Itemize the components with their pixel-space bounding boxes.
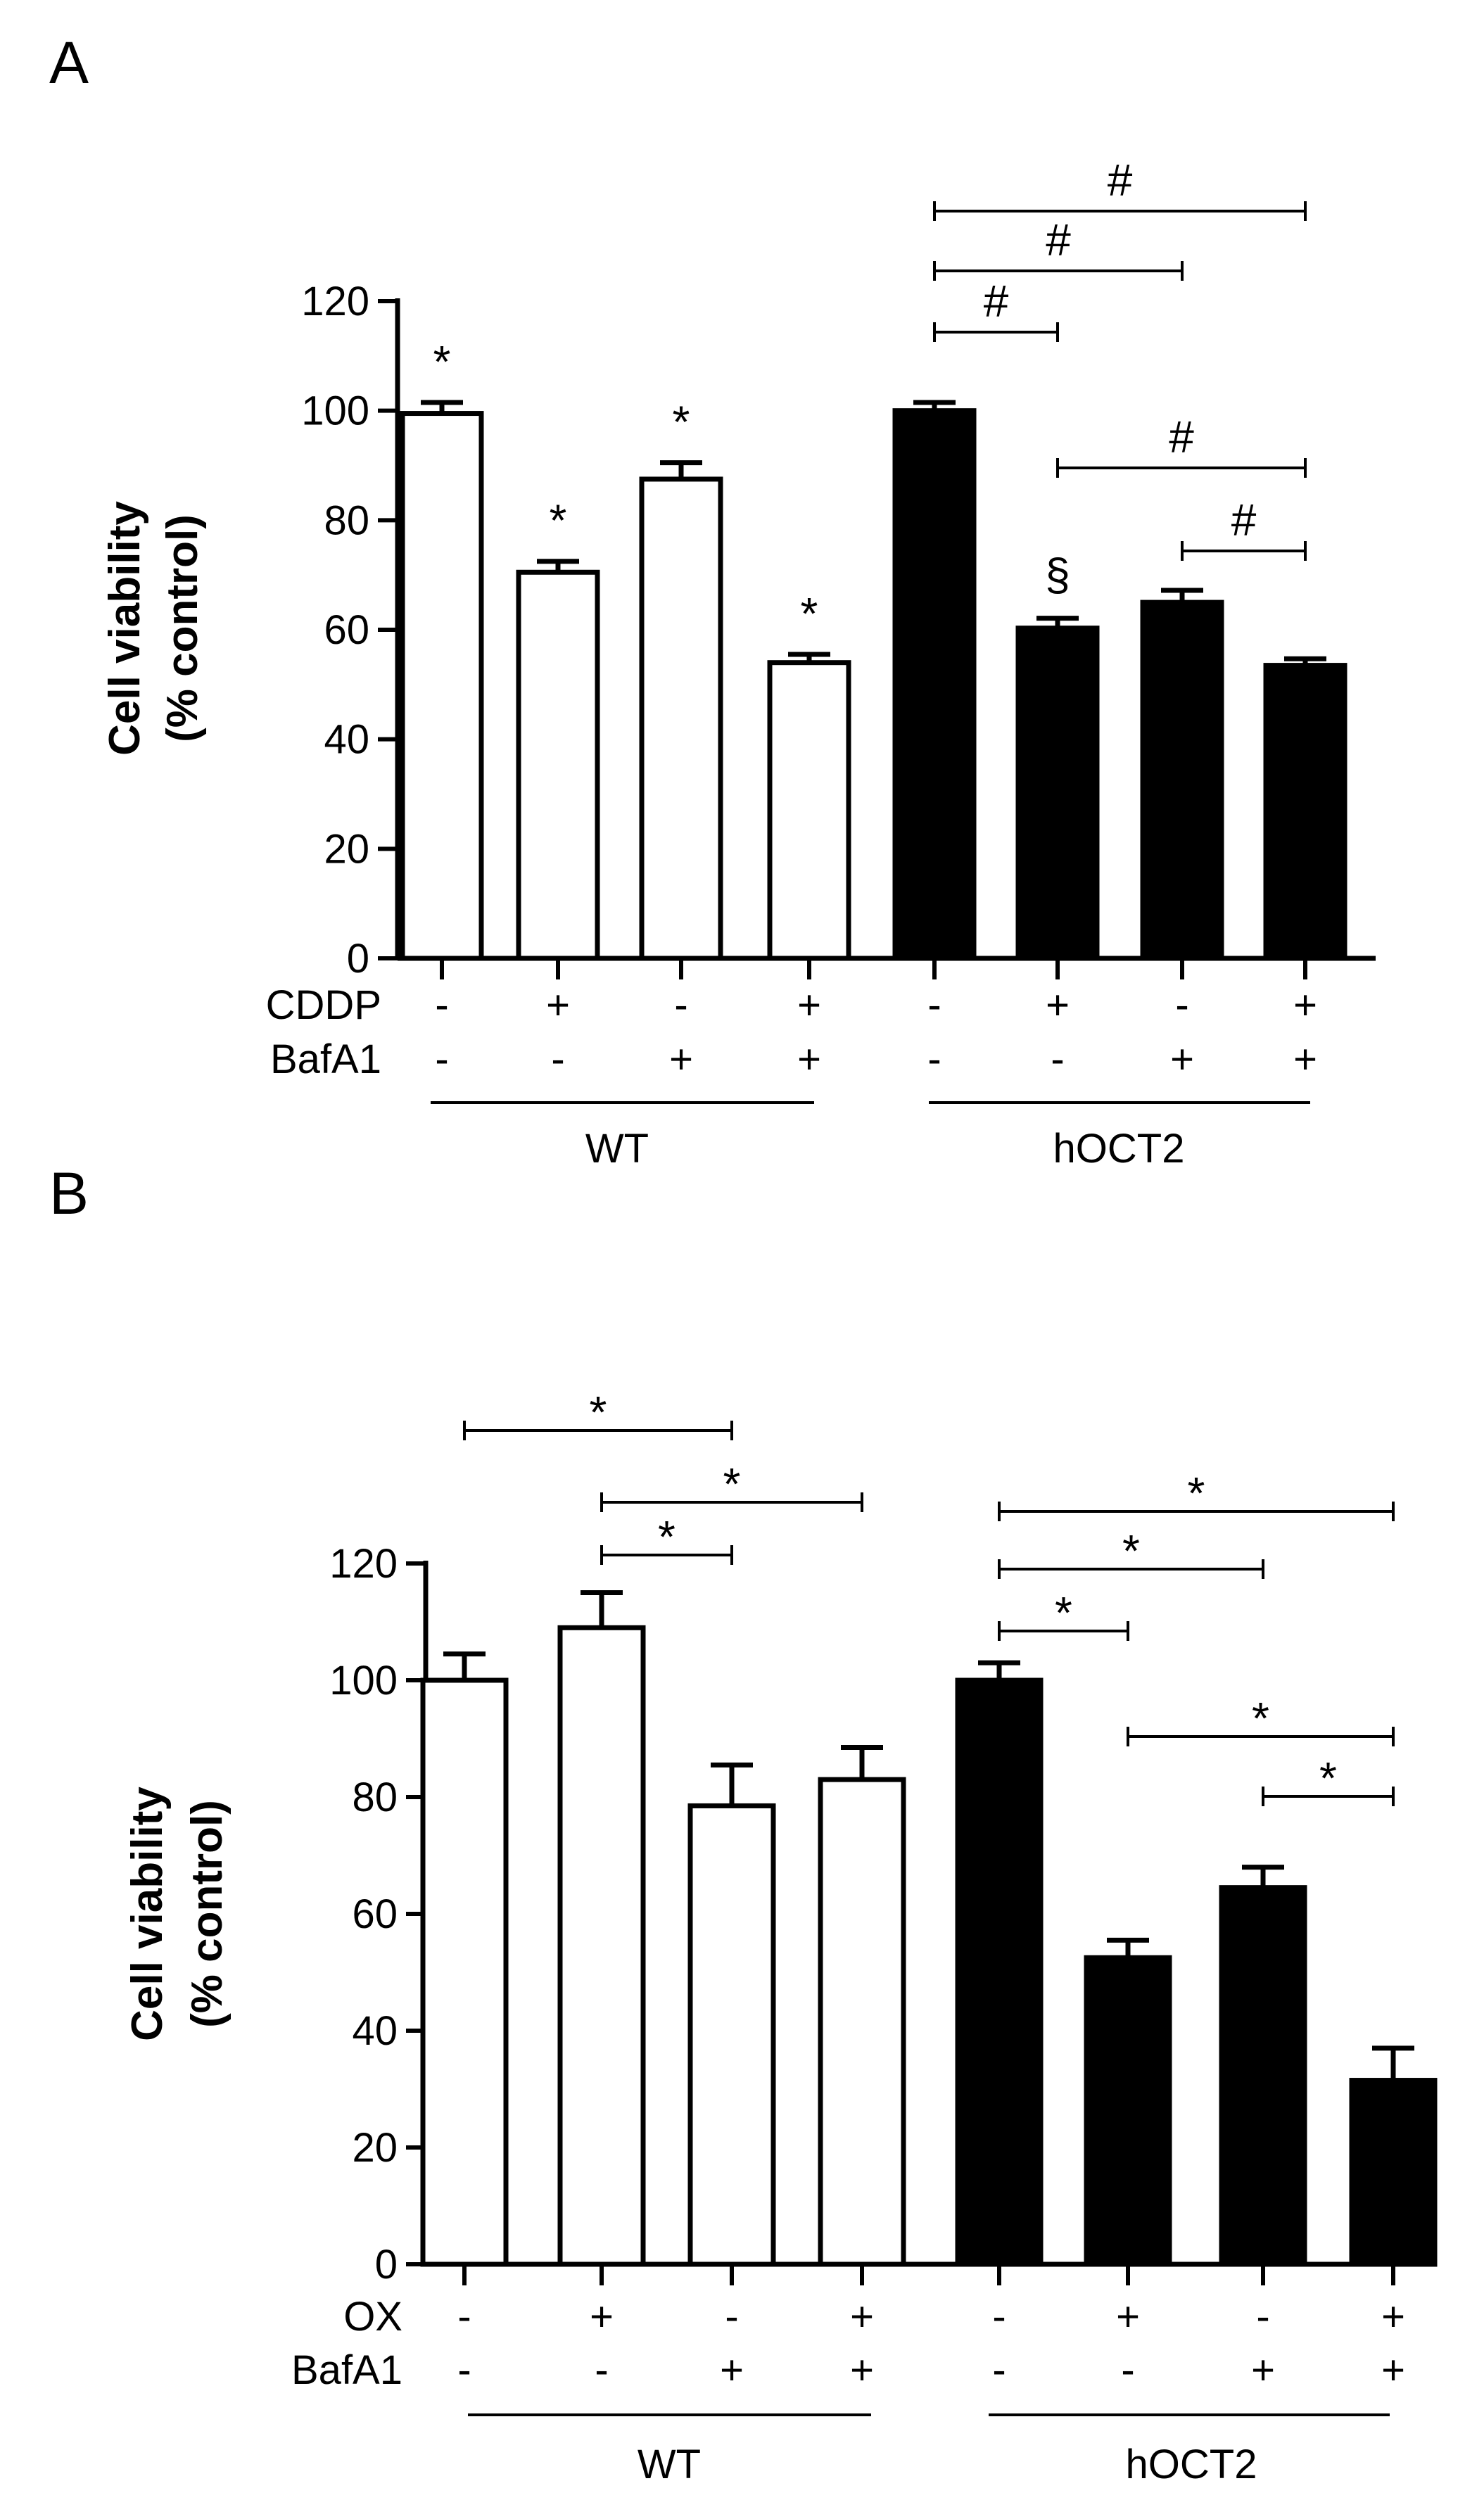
- panel-b-bafa1-sign: +: [850, 2347, 874, 2393]
- panel-b-bar: [1219, 1885, 1307, 2267]
- panel-a-bar: [516, 569, 600, 961]
- panel-b-bafa1-sign: -: [1121, 2347, 1134, 2393]
- panel-b-bracket-label: *: [1055, 1587, 1072, 1638]
- panel-a-treatment-sign: +: [1046, 982, 1070, 1028]
- panel-b-treatment-sign: +: [590, 2294, 614, 2340]
- panel-b-treatment-sign: +: [850, 2294, 874, 2340]
- panel-a-bafa1-sign: -: [551, 1036, 564, 1082]
- panel-a-bafa1-sign: -: [1051, 1036, 1064, 1082]
- panel-a-bar: [1015, 626, 1100, 961]
- panel-a-y-tick-label: 120: [301, 279, 369, 324]
- panel-a-bafa1-sign: +: [669, 1036, 693, 1082]
- panel-b-y-axis-label-units: (% control): [183, 1800, 232, 2028]
- panel-a-treatment-sign: +: [546, 982, 570, 1028]
- panel-a-bracket-label: #: [1169, 412, 1194, 462]
- panel-a-bar: [400, 411, 484, 961]
- panel-b-bracket-label: *: [1122, 1525, 1140, 1576]
- panel-b-y-tick-label: 80: [352, 1775, 398, 1820]
- panel-a-bafa1-sign: +: [1293, 1036, 1317, 1082]
- panel-a-bar-annotation: *: [673, 397, 690, 448]
- panel-b-bafa1-sign: -: [992, 2347, 1006, 2393]
- panel-b-y-tick-label: 120: [329, 1541, 398, 1587]
- panel-a-bracket-label: #: [984, 276, 1009, 326]
- panel-a-y-tick-label: 40: [324, 717, 369, 763]
- panel-b-bafa1-sign: +: [1251, 2347, 1275, 2393]
- panel-b-bracket-label: *: [1252, 1693, 1269, 1744]
- panel-a-row-label-bafa1: BafA1: [270, 1036, 381, 1082]
- panel-b-bar: [420, 1677, 509, 2267]
- panel-a-y-tick-label: 0: [347, 936, 369, 982]
- panel-a-bracket-label: #: [1108, 155, 1133, 205]
- panel-b-y-tick-label: 0: [375, 2242, 398, 2288]
- panel-a-treatment-sign: -: [1175, 982, 1188, 1028]
- panel-a-treatment-sign: -: [674, 982, 687, 1028]
- panel-b-y-tick-label: 100: [329, 1658, 398, 1703]
- panel-a-bafa1-sign: -: [435, 1036, 448, 1082]
- panel-b-bar: [557, 1625, 646, 2267]
- panel-a-bafa1-sign: +: [797, 1036, 821, 1082]
- panel-a-y-tick-label: 60: [324, 607, 369, 653]
- panel-a-y-tick-label: 80: [324, 497, 369, 543]
- panel-b-row-label-treatment: OX: [343, 2294, 402, 2340]
- panel-a-bar-annotation: *: [433, 336, 451, 387]
- panel-b-y-axis-label: Cell viability: [123, 1787, 172, 2041]
- panel-a-row-label-treatment: CDDP: [266, 982, 381, 1028]
- panel-a-group-label: hOCT2: [1053, 1126, 1185, 1172]
- panel-a-bar-annotation: *: [801, 588, 818, 639]
- panel-b-treatment-sign: -: [992, 2294, 1006, 2340]
- panel-a-group-label: WT: [585, 1126, 649, 1172]
- panel-a-bar: [639, 476, 723, 961]
- panel-a-bar: [767, 660, 851, 961]
- panel-a-bafa1-sign: -: [927, 1036, 941, 1082]
- panel-a-bar: [1140, 599, 1224, 961]
- panel-b-bar: [687, 1803, 776, 2267]
- panel-b-bar: [1084, 1955, 1172, 2267]
- panel-a-bar: [1263, 663, 1347, 961]
- panel-a-bafa1-sign: +: [1170, 1036, 1194, 1082]
- panel-a-treatment-sign: +: [797, 982, 821, 1028]
- panel-a-y-tick-label: 20: [324, 826, 369, 872]
- panel-b-bafa1-sign: -: [457, 2347, 471, 2393]
- panel-b-treatment-sign: -: [457, 2294, 471, 2340]
- panel-b-bracket-label: *: [1188, 1468, 1205, 1518]
- panel-b-treatment-sign: +: [1381, 2294, 1405, 2340]
- panel-b-y-tick-label: 20: [352, 2125, 398, 2171]
- panel-b-bar: [1349, 2078, 1438, 2267]
- panel-b-treatment-sign: -: [725, 2294, 738, 2340]
- panel-a-y-axis-label-units: (% control): [158, 514, 207, 742]
- panel-b-bracket-label: *: [590, 1387, 607, 1438]
- panel-a-treatment-sign: +: [1293, 982, 1317, 1028]
- panel-b-group-label: WT: [638, 2442, 701, 2487]
- panel-b-bar: [955, 1677, 1044, 2267]
- panel-a-bar: [892, 408, 977, 961]
- panel-b-treatment-sign: +: [1116, 2294, 1140, 2340]
- panel-b-bracket-label: *: [723, 1459, 741, 1509]
- panel-a-bracket-label: #: [1046, 215, 1071, 265]
- panel-b-letter: B: [49, 1160, 89, 1226]
- panel-b-y-tick-label: 60: [352, 1891, 398, 1937]
- panel-a-bar-annotation: *: [550, 495, 567, 546]
- panel-b-bar: [818, 1777, 906, 2267]
- panel-b-row-label-bafa1: BafA1: [291, 2347, 402, 2393]
- panel-a-bar-annotation: §: [1045, 550, 1070, 600]
- panel-a-bracket-label: #: [1231, 495, 1257, 545]
- panel-b-group-label: hOCT2: [1126, 2442, 1257, 2487]
- panel-a-y-axis-label: Cell viability: [101, 501, 149, 756]
- panel-b-bafa1-sign: +: [1381, 2347, 1405, 2393]
- panel-b-treatment-sign: -: [1256, 2294, 1269, 2340]
- panel-a-treatment-sign: -: [927, 982, 941, 1028]
- panel-b-y-tick-label: 40: [352, 2008, 398, 2054]
- panel-a-letter: A: [49, 30, 89, 96]
- panel-b-bracket-label: *: [1319, 1753, 1337, 1803]
- panel-b-bafa1-sign: -: [595, 2347, 608, 2393]
- panel-a-y-tick-label: 100: [301, 388, 369, 434]
- panel-b-bracket-label: *: [658, 1511, 676, 1562]
- panel-a-treatment-sign: -: [435, 982, 448, 1028]
- panel-b-bafa1-sign: +: [720, 2347, 744, 2393]
